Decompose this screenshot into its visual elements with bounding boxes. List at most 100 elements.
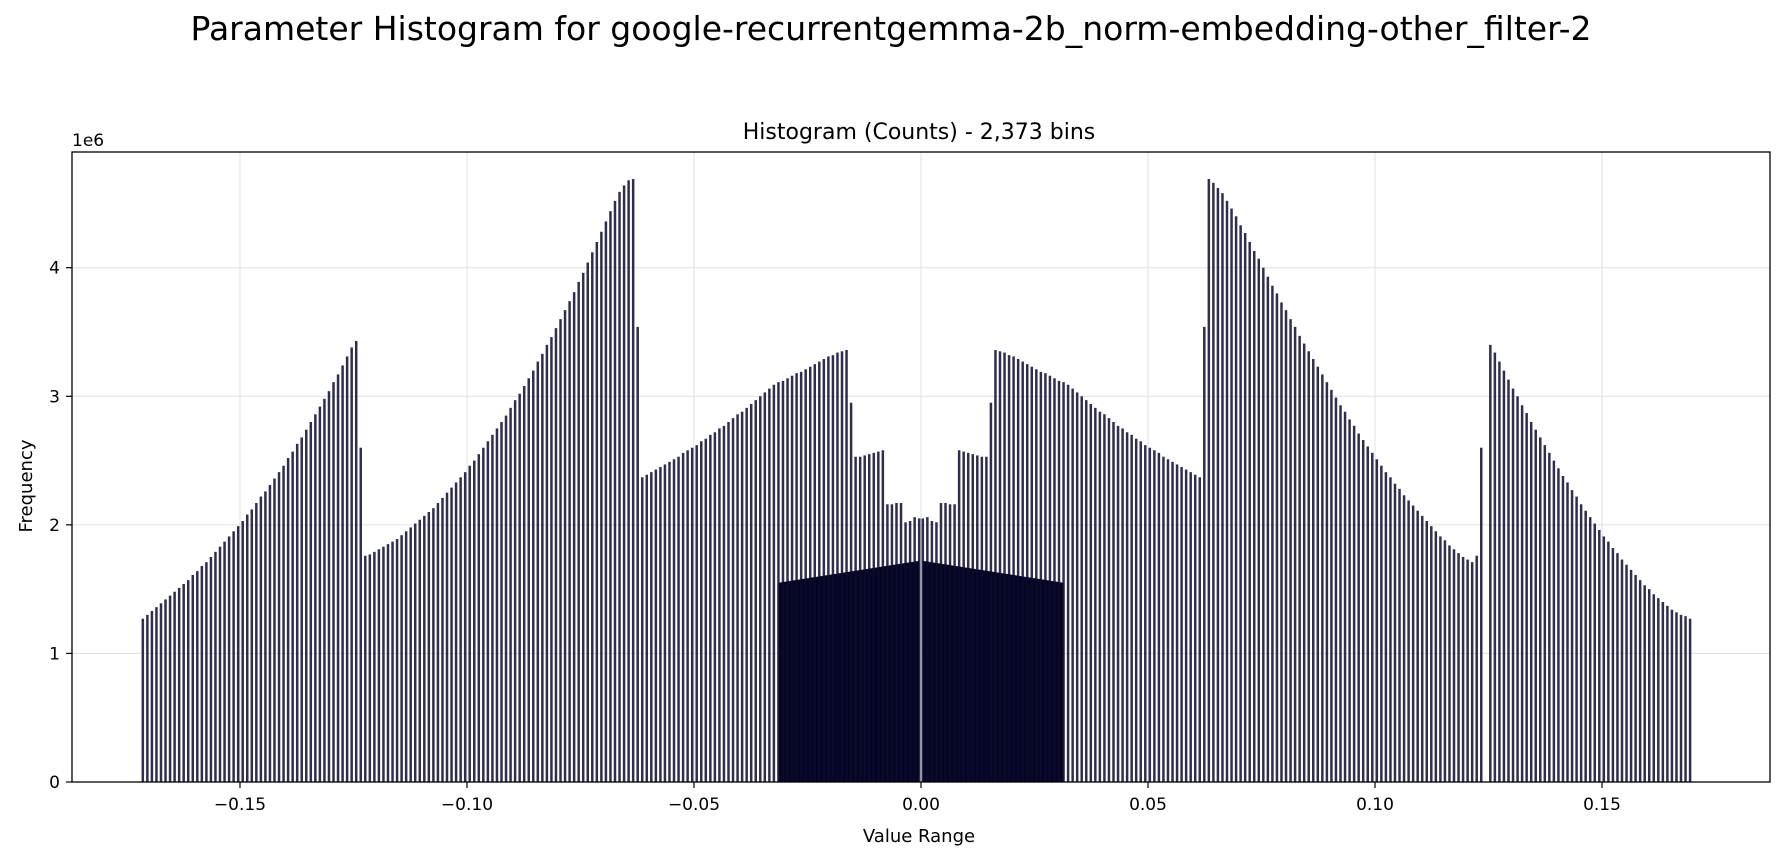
histogram-bar-174 — [930, 521, 934, 782]
histogram-bar-338 — [1679, 614, 1683, 782]
histogram-bar-6 — [168, 595, 172, 782]
histogram-bar-296 — [1489, 344, 1492, 782]
histogram-bar-216 — [1121, 428, 1124, 782]
histogram-bar-114 — [659, 467, 662, 782]
histogram-bar-123 — [700, 441, 703, 782]
histogram-bar-88 — [541, 353, 544, 782]
histogram-bar-315 — [1575, 496, 1578, 782]
histogram-bar-273 — [1380, 465, 1383, 782]
histogram-bar-58 — [404, 531, 408, 782]
histogram-bar-225 — [1162, 456, 1165, 782]
histogram-bar-164 — [886, 504, 889, 782]
histogram-bar-141 — [781, 380, 785, 782]
histogram-bar-60 — [413, 523, 417, 782]
histogram-bar-7 — [173, 591, 176, 782]
histogram-bar-128 — [722, 425, 726, 782]
histogram-bar-285 — [1434, 531, 1438, 782]
histogram-bar-11 — [191, 575, 195, 782]
histogram-bar-49 — [364, 555, 367, 782]
histogram-bar-303 — [1520, 405, 1524, 782]
histogram-bar-226 — [1166, 459, 1170, 782]
histogram-bar-103 — [609, 211, 612, 783]
histogram-bar-108 — [631, 179, 635, 782]
histogram-bar-102 — [604, 221, 608, 782]
histogram-bar-319 — [1593, 523, 1597, 782]
histogram-bar-70 — [459, 477, 462, 782]
histogram-bar-288 — [1448, 545, 1451, 782]
histogram-bar-267 — [1352, 425, 1356, 782]
histogram-bar-252 — [1284, 310, 1288, 782]
bars-layer — [141, 179, 1692, 783]
x-tick-label-6: 0.15 — [1583, 795, 1621, 815]
histogram-bar-32 — [286, 458, 290, 782]
histogram-bar-117 — [672, 459, 676, 782]
histogram-bar-233 — [1198, 477, 1202, 782]
histogram-bar-154 — [840, 351, 844, 782]
histogram-bar-330 — [1643, 585, 1646, 782]
histogram-bar-166 — [895, 503, 898, 782]
histogram-bar-211 — [1098, 411, 1102, 782]
histogram-bar-204 — [1066, 384, 1070, 782]
histogram-bar-169 — [908, 521, 912, 782]
histogram-bar-92 — [559, 319, 562, 782]
histogram-bar-29 — [273, 478, 276, 782]
histogram-bar-228 — [1175, 464, 1179, 782]
histogram-bar-287 — [1443, 540, 1447, 782]
histogram-bar-157 — [854, 456, 857, 782]
histogram-bar-99 — [591, 252, 594, 783]
histogram-bar-1 — [146, 614, 149, 782]
histogram-bar-122 — [695, 445, 698, 782]
histogram-bar-188 — [994, 350, 997, 782]
histogram-bar-170 — [913, 517, 916, 782]
y-axis-label: Frequency — [16, 439, 37, 532]
x-axis-label: Value Range — [863, 826, 975, 847]
histogram-bar-235 — [1207, 179, 1211, 782]
histogram-bar-327 — [1629, 569, 1633, 782]
chart-subtitle: Histogram (Counts) - 2,373 bins — [743, 120, 1095, 145]
histogram-bar-87 — [536, 361, 540, 782]
histogram-bar-97 — [581, 272, 585, 782]
histogram-bar-209 — [1089, 404, 1093, 782]
histogram-bar-255 — [1298, 335, 1301, 782]
histogram-bar-22 — [241, 521, 244, 782]
histogram-bar-185 — [980, 456, 984, 782]
histogram-bar-329 — [1638, 580, 1642, 782]
histogram-bar-26 — [259, 496, 263, 782]
histogram-bar-14 — [205, 562, 208, 782]
histogram-bar-308 — [1543, 445, 1547, 782]
histogram-bar-168 — [904, 522, 907, 782]
histogram-bar-173 — [926, 517, 929, 782]
histogram-bar-179 — [953, 504, 956, 782]
histogram-bar-190 — [1003, 352, 1006, 782]
histogram-bar-82 — [513, 400, 517, 782]
histogram-bar-125 — [709, 434, 712, 782]
histogram-bar-135 — [754, 400, 757, 782]
histogram-bar-24 — [250, 509, 254, 782]
histogram-bar-275 — [1389, 477, 1392, 782]
histogram-bar-155 — [845, 350, 848, 782]
histogram-bar-134 — [749, 404, 753, 782]
histogram-bar-66 — [441, 497, 444, 782]
histogram-bar-140 — [777, 382, 780, 782]
y-tick-label-3: 3 — [49, 387, 60, 407]
histogram-bar-195 — [1025, 364, 1029, 782]
histogram-bar-182 — [966, 452, 970, 782]
histogram-bar-137 — [763, 392, 767, 782]
histogram-bar-35 — [300, 437, 303, 782]
histogram-bar-264 — [1339, 405, 1342, 782]
histogram-bar-120 — [686, 450, 689, 782]
histogram-bar-130 — [731, 418, 735, 782]
histogram-bar-210 — [1094, 407, 1097, 782]
histogram-bar-53 — [382, 546, 385, 782]
histogram-bar-227 — [1171, 461, 1174, 782]
histogram-bar-27 — [264, 491, 267, 782]
histogram-bar-67 — [445, 492, 449, 782]
histogram-bar-17 — [218, 546, 222, 782]
histogram-bar-313 — [1566, 482, 1569, 782]
histogram-bar-119 — [681, 452, 685, 782]
histogram-bar-243 — [1243, 233, 1247, 782]
histogram-bar-223 — [1153, 450, 1156, 782]
histogram-bar-180 — [957, 450, 961, 782]
histogram-bar-175 — [935, 522, 938, 782]
histogram-bar-260 — [1321, 374, 1324, 782]
